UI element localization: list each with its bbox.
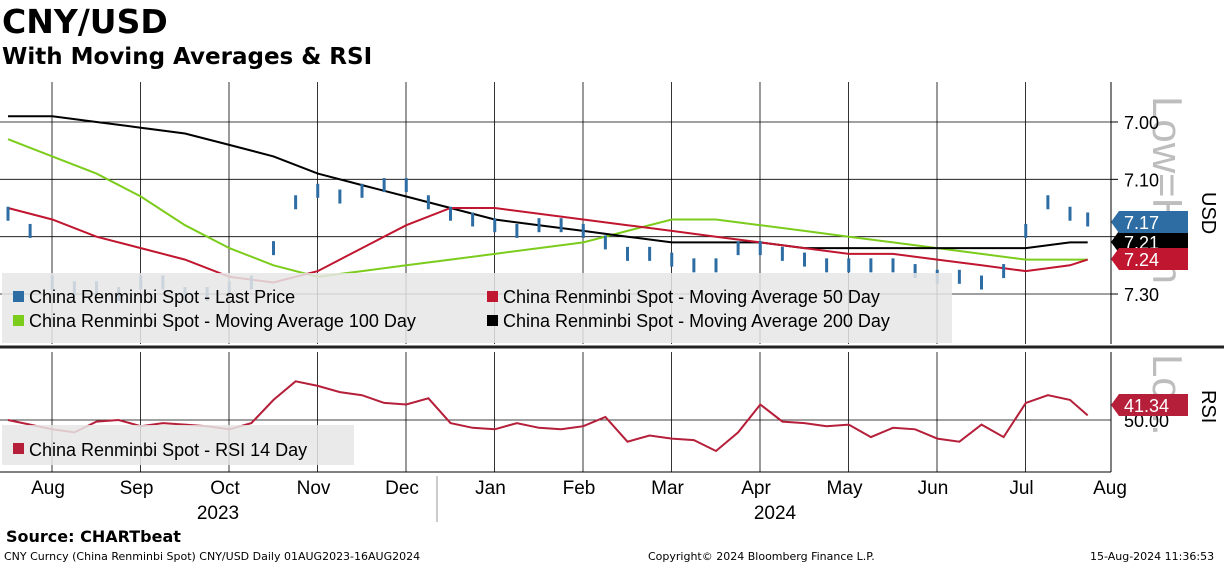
rsi-legend-box: [2, 425, 354, 465]
legend-label-rsi: China Renminbi Spot - RSI 14 Day: [29, 440, 307, 460]
x-year-label: 2024: [754, 503, 797, 524]
y-tick-label: 7.00: [1124, 113, 1159, 133]
footer-center: Copyright© 2024 Bloomberg Finance L.P.: [648, 550, 875, 563]
price-legend-box: [2, 273, 952, 343]
price-bar: [426, 195, 430, 210]
y-tick-label: 7.10: [1124, 170, 1159, 190]
legend-swatch-price: [13, 291, 24, 302]
price-bar: [825, 258, 829, 273]
x-month-label: Apr: [741, 478, 771, 499]
price-axis-label: USD: [1197, 192, 1219, 234]
x-month-label: Aug: [1093, 478, 1127, 499]
footer-left: CNY Curncy (China Renminbi Spot) CNY/USD…: [4, 550, 421, 563]
series-line-ma200: [8, 115, 1088, 250]
price-bar: [847, 258, 851, 273]
value-tag-bg: [1111, 394, 1188, 416]
legend-swatch-rsi: [13, 443, 24, 454]
x-month-label: Oct: [210, 478, 240, 499]
x-year-label: 2023: [197, 503, 239, 524]
price-bar: [360, 183, 364, 198]
price-bar: [891, 258, 895, 273]
price-bar: [736, 241, 740, 256]
price-bar: [692, 258, 696, 273]
price-bar: [382, 178, 386, 193]
value-tag: 7.24: [1111, 248, 1188, 270]
price-bar: [1086, 212, 1090, 227]
price-bar: [6, 206, 10, 221]
price-bar: [626, 246, 629, 261]
price-bar: [449, 206, 452, 221]
series-line-rsi: [7, 380, 1089, 453]
price-bar: [537, 218, 541, 233]
value-tag-bg: [1111, 211, 1188, 233]
price-bar: [338, 189, 342, 204]
legend-swatch-ma50: [487, 291, 498, 302]
legend-label-ma100: China Renminbi Spot - Moving Average 100…: [29, 311, 416, 331]
price-bar: [957, 269, 961, 284]
price-bar: [1068, 206, 1072, 221]
chart-title: CNY/USD: [2, 2, 168, 41]
legend-swatch-ma100: [13, 315, 24, 326]
x-month-label: Jul: [1009, 478, 1033, 499]
price-bar: [316, 183, 320, 198]
x-month-label: Sep: [120, 478, 154, 499]
price-bar: [780, 246, 784, 261]
price-bar: [515, 223, 519, 238]
x-month-label: May: [827, 478, 863, 499]
value-tag-text: 7.24: [1124, 250, 1159, 270]
rsi-axis-label: RSI: [1197, 390, 1219, 423]
legend-label-price: China Renminbi Spot - Last Price: [29, 287, 295, 307]
price-bar: [648, 246, 652, 261]
legend-swatch-ma200: [487, 315, 498, 326]
x-month-label: Aug: [31, 478, 65, 499]
price-bar: [758, 241, 762, 256]
x-month-label: Dec: [385, 478, 419, 499]
value-tag: 41.34: [1111, 394, 1188, 416]
value-tag: 7.17: [1111, 211, 1188, 233]
x-month-label: Mar: [651, 478, 684, 499]
source-label: Source: CHARTbeat: [6, 527, 181, 546]
x-month-label: Nov: [297, 478, 331, 499]
price-bar: [803, 252, 806, 267]
series-line-ma50: [7, 207, 1089, 284]
value-tag-bg: [1111, 231, 1188, 253]
footer-right: 15-Aug-2024 11:36:53: [1090, 550, 1215, 563]
x-tick-labels: Aug Sep Oct Nov Dec Jan Feb Mar Apr May Jun Jul Aug 2…: [31, 476, 1127, 524]
price-bar: [913, 264, 917, 279]
x-month-label: Jun: [918, 478, 949, 499]
price-bar: [559, 218, 563, 233]
price-bar: [471, 212, 475, 227]
price-bar: [1046, 195, 1050, 210]
value-tag-text: 7.17: [1124, 213, 1159, 233]
x-month-label: Feb: [563, 478, 596, 499]
price-bar: [980, 275, 983, 290]
price-bar: [294, 195, 298, 210]
y-tick-label: 7.30: [1124, 285, 1159, 305]
price-bar: [1002, 264, 1006, 279]
price-bar: [869, 258, 873, 273]
value-tag-bg: [1111, 248, 1188, 270]
price-bar: [581, 223, 585, 238]
price-bar: [28, 223, 32, 238]
chart-subtitle: With Moving Averages & RSI: [2, 44, 373, 70]
price-bar: [603, 235, 607, 250]
x-month-label: Jan: [475, 478, 506, 499]
price-bar: [272, 241, 275, 256]
rsi-series-group: [7, 380, 1089, 453]
legend-label-ma200: China Renminbi Spot - Moving Average 200…: [503, 311, 890, 331]
price-bar: [404, 178, 408, 193]
price-bar: [1024, 223, 1028, 238]
price-bar: [670, 252, 674, 267]
value-tag-text: 41.34: [1124, 396, 1169, 416]
price-bar: [493, 218, 497, 233]
price-bar: [714, 258, 718, 273]
legend-label-ma50: China Renminbi Spot - Moving Average 50 …: [503, 287, 880, 307]
